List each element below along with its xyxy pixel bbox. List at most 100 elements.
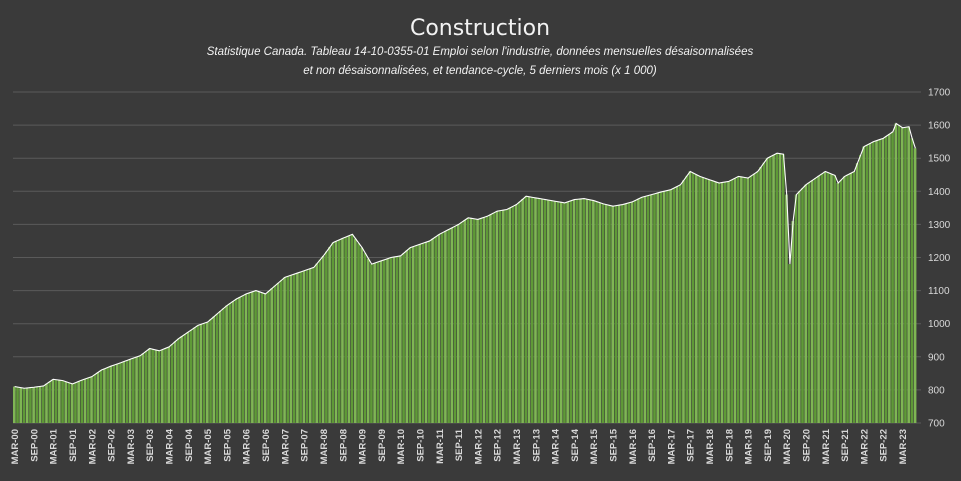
- bar: [588, 199, 592, 423]
- bar: [444, 231, 447, 423]
- x-tick-label: MAR-19: [744, 429, 755, 464]
- x-tick-label: MAR-02: [87, 429, 98, 464]
- bar: [479, 218, 483, 423]
- x-axis: MAR-00 SEP-00 MAR-01 SEP-01 MAR-02 SEP-02 MAR-…: [10, 428, 909, 464]
- bar: [530, 197, 534, 423]
- bar: [450, 227, 454, 423]
- bar: [498, 210, 502, 423]
- x-tick-label: SEP-10: [415, 429, 426, 462]
- bar: [604, 204, 608, 423]
- bar: [177, 338, 180, 423]
- bar: [775, 153, 779, 424]
- bar: [511, 206, 515, 423]
- bar: [16, 387, 19, 423]
- x-tick-label: MAR-09: [358, 429, 369, 464]
- bar: [151, 349, 154, 423]
- bar: [611, 206, 614, 423]
- bar: [80, 379, 84, 423]
- x-tick-label: SEP-17: [686, 429, 697, 462]
- x-tick-label: MAR-23: [898, 429, 909, 464]
- y-tick-label: 1100: [928, 286, 950, 297]
- bar: [830, 174, 833, 423]
- bar: [556, 201, 560, 423]
- bar: [762, 162, 766, 424]
- bar: [910, 138, 914, 423]
- bar: [804, 184, 808, 423]
- bar: [907, 126, 910, 423]
- bar: [418, 244, 421, 423]
- bar: [141, 353, 145, 423]
- bar: [666, 190, 669, 423]
- bar: [736, 176, 740, 423]
- bar: [257, 291, 261, 423]
- y-tick-label: 1300: [928, 220, 951, 231]
- bar: [215, 313, 219, 423]
- bar: [428, 240, 431, 423]
- bar: [566, 201, 569, 423]
- bar: [614, 205, 618, 423]
- bar: [820, 173, 824, 423]
- bar: [440, 232, 444, 423]
- bar: [752, 173, 756, 423]
- bar: [83, 378, 87, 423]
- bar: [836, 183, 840, 423]
- bar: [814, 178, 817, 423]
- bar: [621, 204, 624, 423]
- x-tick-label: MAR-20: [782, 429, 793, 464]
- bar: [785, 194, 788, 423]
- bar: [495, 211, 499, 423]
- x-tick-label: MAR-06: [242, 429, 253, 464]
- bar: [299, 271, 302, 423]
- bar: [421, 243, 425, 423]
- bar: [154, 350, 158, 423]
- y-tick-label: 1500: [928, 154, 951, 165]
- bar: [341, 238, 344, 423]
- bar: [260, 292, 264, 423]
- y-tick-label: 1400: [928, 187, 951, 198]
- bar: [180, 336, 183, 423]
- bar: [289, 275, 293, 423]
- bar: [334, 241, 338, 423]
- x-tick-label: MAR-10: [396, 429, 407, 464]
- bar: [99, 370, 103, 423]
- bar: [559, 202, 563, 423]
- bar: [685, 175, 688, 423]
- x-tick-label: SEP-02: [107, 429, 118, 462]
- bar: [196, 325, 199, 423]
- bar: [58, 380, 61, 423]
- bar: [241, 295, 245, 423]
- bar: [662, 191, 666, 423]
- bar: [32, 387, 35, 423]
- bar: [183, 334, 187, 423]
- bar: [797, 191, 801, 423]
- bar: [45, 383, 48, 423]
- bar: [482, 217, 486, 423]
- y-axis: 700 800 900 1000 1100 1200 1300 1400 1500 1600 170…: [928, 88, 951, 430]
- bar: [315, 263, 319, 423]
- bar: [913, 148, 917, 423]
- x-tick-label: MAR-16: [628, 429, 639, 464]
- bar: [138, 355, 142, 423]
- bar: [698, 176, 701, 423]
- bar: [833, 175, 836, 423]
- bar: [746, 178, 750, 423]
- bar: [727, 181, 730, 423]
- bar: [759, 167, 762, 423]
- bar: [263, 293, 267, 423]
- bar: [424, 242, 428, 423]
- bar: [148, 348, 151, 423]
- bar: [173, 341, 177, 423]
- bar: [502, 210, 505, 423]
- bar: [86, 377, 90, 423]
- x-tick-label: SEP-18: [724, 429, 735, 462]
- bar: [109, 366, 113, 423]
- bar: [547, 200, 550, 423]
- x-tick-label: MAR-00: [10, 429, 21, 464]
- bar: [411, 246, 415, 423]
- bar: [41, 385, 45, 423]
- bar: [608, 205, 611, 423]
- x-tick-label: SEP-07: [300, 429, 311, 462]
- bar: [868, 143, 872, 423]
- bar: [585, 199, 589, 423]
- bar: [672, 187, 676, 423]
